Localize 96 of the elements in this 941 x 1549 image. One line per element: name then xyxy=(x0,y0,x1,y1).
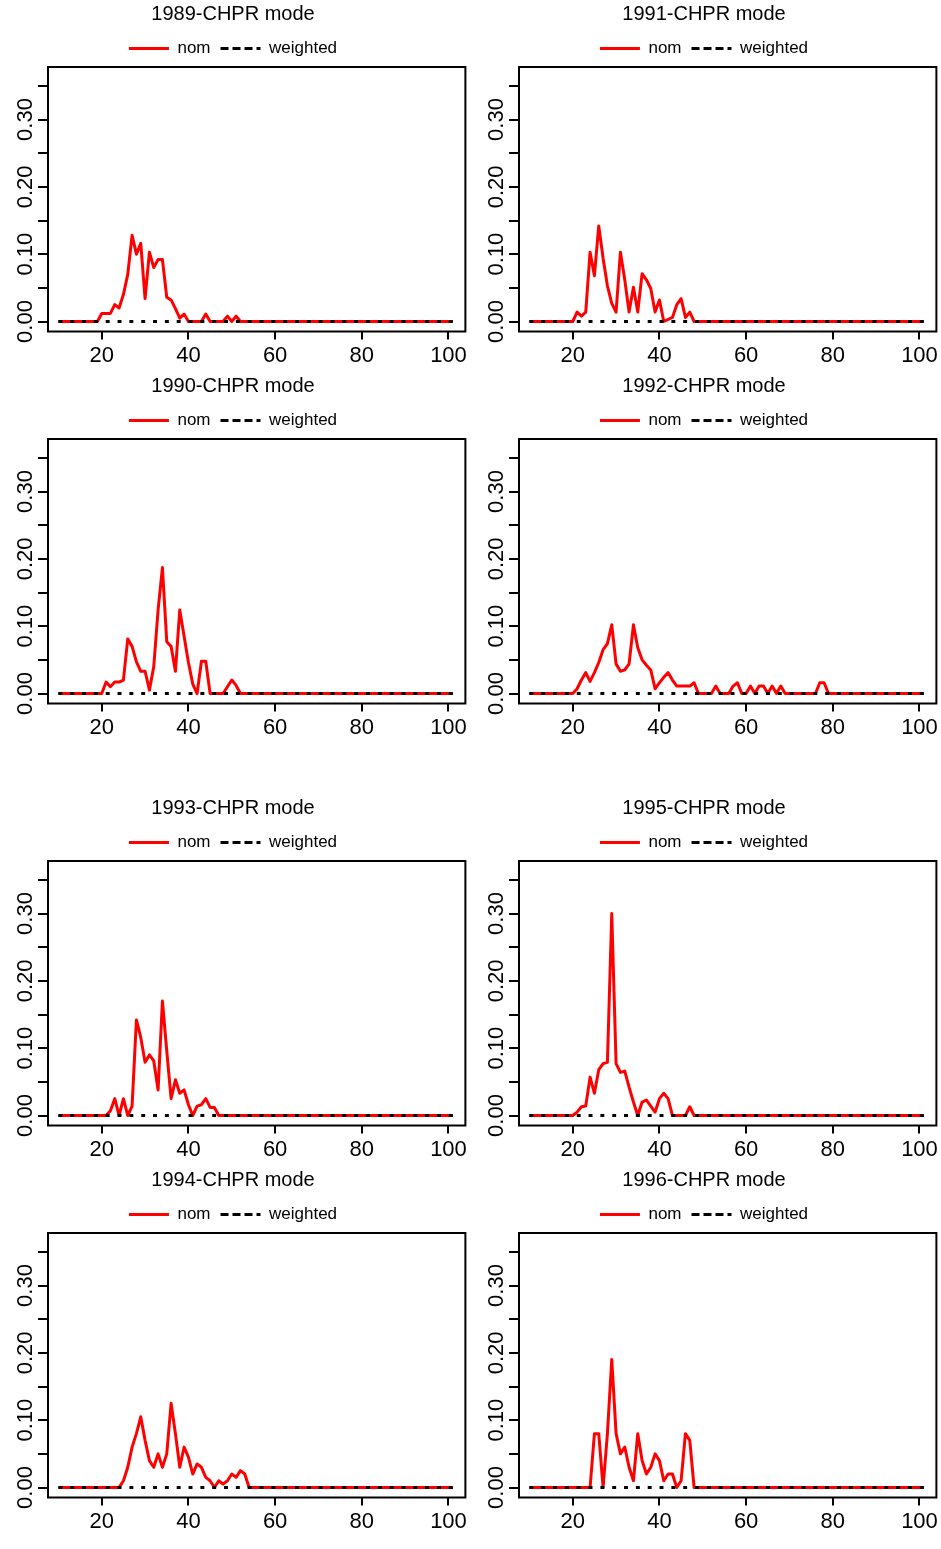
x-tick-label: 20 xyxy=(89,1135,114,1161)
y-tick-label: 0.30 xyxy=(483,1264,509,1307)
x-tick-label: 60 xyxy=(262,1135,288,1161)
x-tick-label: 40 xyxy=(176,341,201,367)
legend-label: nom xyxy=(648,1204,682,1224)
legend-label: nom xyxy=(648,38,682,58)
chart-title: 1989-CHPR mode xyxy=(151,1,315,24)
y-tick-label: 0.20 xyxy=(483,959,509,1003)
x-tick-label: 80 xyxy=(349,1507,375,1533)
x-tick-label: 20 xyxy=(560,1507,585,1533)
y-tick-label: 0.00 xyxy=(483,1466,509,1509)
y-tick-label: 0.30 xyxy=(483,470,509,513)
x-tick-label: 80 xyxy=(349,1135,375,1161)
x-tick-label: 80 xyxy=(820,1135,846,1161)
x-tick-label: 100 xyxy=(430,713,467,739)
y-tick-label: 0.20 xyxy=(483,165,509,209)
x-tick-label: 40 xyxy=(176,713,201,739)
x-tick-label: 40 xyxy=(647,1507,672,1533)
y-tick-label: 0.20 xyxy=(12,537,38,581)
legend-label: weighted xyxy=(739,832,809,852)
y-tick-label: 0.00 xyxy=(483,1094,509,1137)
x-tick-label: 100 xyxy=(901,1507,938,1533)
chart-title: 1990-CHPR mode xyxy=(151,373,315,396)
legend-label: nom xyxy=(648,410,682,430)
y-tick-label: 0.30 xyxy=(12,1264,38,1307)
legend-label: weighted xyxy=(268,38,338,58)
y-tick-label: 0.30 xyxy=(483,98,509,141)
chart-title: 1996-CHPR mode xyxy=(622,1167,786,1190)
x-tick-label: 40 xyxy=(647,713,672,739)
y-tick-label: 0.10 xyxy=(483,1026,509,1070)
y-tick-label: 0.00 xyxy=(12,672,38,715)
y-tick-label: 0.10 xyxy=(483,232,509,276)
x-tick-label: 100 xyxy=(430,1507,467,1533)
x-tick-label: 80 xyxy=(349,341,375,367)
y-tick-label: 0.20 xyxy=(12,1331,38,1375)
x-tick-label: 20 xyxy=(560,713,585,739)
y-tick-label: 0.10 xyxy=(12,1026,38,1070)
x-tick-label: 100 xyxy=(430,341,467,367)
x-tick-label: 60 xyxy=(262,341,288,367)
y-tick-label: 0.30 xyxy=(12,470,38,513)
legend-label: weighted xyxy=(739,38,809,58)
x-tick-label: 40 xyxy=(647,1135,672,1161)
y-tick-label: 0.30 xyxy=(483,892,509,935)
x-tick-label: 100 xyxy=(901,1135,938,1161)
x-tick-label: 20 xyxy=(89,341,114,367)
y-tick-label: 0.20 xyxy=(483,537,509,581)
y-tick-label: 0.10 xyxy=(12,232,38,276)
x-tick-label: 100 xyxy=(901,341,938,367)
x-tick-label: 60 xyxy=(262,1507,288,1533)
x-tick-label: 60 xyxy=(733,1135,759,1161)
chart-title: 1991-CHPR mode xyxy=(622,1,786,24)
legend-label: weighted xyxy=(268,410,338,430)
legend-label: weighted xyxy=(268,1204,338,1224)
legend-label: weighted xyxy=(268,832,338,852)
y-tick-label: 0.10 xyxy=(12,1398,38,1442)
x-tick-label: 60 xyxy=(733,341,759,367)
x-tick-label: 20 xyxy=(560,1135,585,1161)
y-tick-label: 0.10 xyxy=(483,604,509,648)
x-tick-label: 80 xyxy=(349,713,375,739)
y-tick-label: 0.10 xyxy=(12,604,38,648)
y-tick-label: 0.20 xyxy=(12,959,38,1003)
x-tick-label: 20 xyxy=(89,1507,114,1533)
x-tick-label: 40 xyxy=(176,1507,201,1533)
chart-title: 1994-CHPR mode xyxy=(151,1167,315,1190)
x-tick-label: 60 xyxy=(733,713,759,739)
x-tick-label: 100 xyxy=(901,713,938,739)
x-tick-label: 20 xyxy=(560,341,585,367)
legend-label: weighted xyxy=(739,410,809,430)
x-tick-label: 40 xyxy=(176,1135,201,1161)
chart-title: 1992-CHPR mode xyxy=(622,373,786,396)
legend-label: weighted xyxy=(739,1204,809,1224)
y-tick-label: 0.00 xyxy=(12,300,38,343)
x-tick-label: 60 xyxy=(262,713,288,739)
x-tick-label: 80 xyxy=(820,341,846,367)
y-tick-label: 0.00 xyxy=(12,1466,38,1509)
x-tick-label: 80 xyxy=(820,1507,846,1533)
y-tick-label: 0.00 xyxy=(12,1094,38,1137)
x-tick-label: 40 xyxy=(647,341,672,367)
y-tick-label: 0.00 xyxy=(483,300,509,343)
x-tick-label: 100 xyxy=(430,1135,467,1161)
x-tick-label: 20 xyxy=(89,713,114,739)
legend-label: nom xyxy=(177,38,211,58)
legend-label: nom xyxy=(177,832,211,852)
legend-label: nom xyxy=(177,410,211,430)
chart-title: 1995-CHPR mode xyxy=(622,795,786,818)
chart-title: 1993-CHPR mode xyxy=(151,795,315,818)
y-tick-label: 0.10 xyxy=(483,1398,509,1442)
y-tick-label: 0.00 xyxy=(483,672,509,715)
x-tick-label: 60 xyxy=(733,1507,759,1533)
legend-label: nom xyxy=(177,1204,211,1224)
legend-label: nom xyxy=(648,832,682,852)
x-tick-label: 80 xyxy=(820,713,846,739)
y-tick-label: 0.30 xyxy=(12,98,38,141)
y-tick-label: 0.20 xyxy=(12,165,38,209)
y-tick-label: 0.30 xyxy=(12,892,38,935)
y-tick-label: 0.20 xyxy=(483,1331,509,1375)
